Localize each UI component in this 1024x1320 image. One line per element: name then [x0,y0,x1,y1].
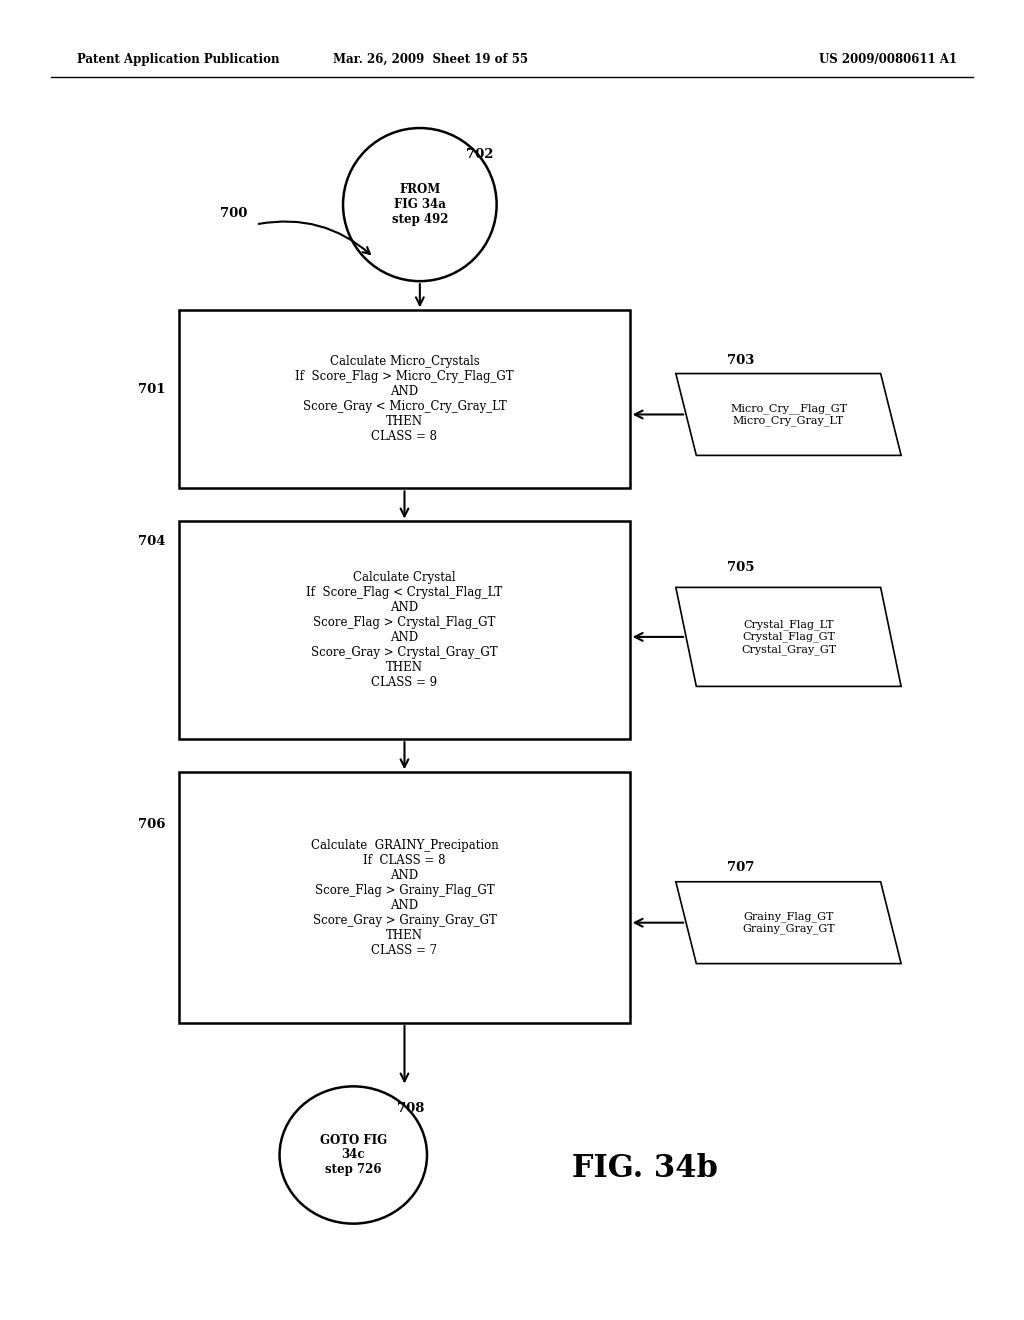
Ellipse shape [343,128,497,281]
Text: 704: 704 [138,535,166,548]
Polygon shape [676,587,901,686]
Ellipse shape [280,1086,427,1224]
Text: Crystal_Flag_LT
Crystal_Flag_GT
Crystal_Gray_GT: Crystal_Flag_LT Crystal_Flag_GT Crystal_… [741,619,836,655]
Text: Patent Application Publication: Patent Application Publication [77,53,280,66]
Text: Calculate Crystal
If  Score_Flag < Crystal_Flag_LT
AND
Score_Flag > Crystal_Flag: Calculate Crystal If Score_Flag < Crysta… [306,572,503,689]
Text: Grainy_Flag_GT
Grainy_Gray_GT: Grainy_Flag_GT Grainy_Gray_GT [742,911,835,935]
Polygon shape [676,374,901,455]
FancyBboxPatch shape [179,521,630,739]
FancyBboxPatch shape [179,310,630,488]
Text: 706: 706 [138,818,166,832]
Text: Mar. 26, 2009  Sheet 19 of 55: Mar. 26, 2009 Sheet 19 of 55 [333,53,527,66]
Polygon shape [676,882,901,964]
Text: 708: 708 [397,1102,425,1115]
Text: 703: 703 [727,354,755,367]
FancyBboxPatch shape [179,772,630,1023]
Text: US 2009/0080611 A1: US 2009/0080611 A1 [819,53,957,66]
Text: 700: 700 [220,207,248,220]
Text: FIG. 34b: FIG. 34b [572,1152,718,1184]
Text: Calculate Micro_Crystals
If  Score_Flag > Micro_Cry_Flag_GT
AND
Score_Gray < Mic: Calculate Micro_Crystals If Score_Flag >… [295,355,514,444]
Text: 705: 705 [727,561,755,574]
Text: FROM
FIG 34a
step 492: FROM FIG 34a step 492 [391,183,449,226]
Text: Calculate  GRAINY_Precipation
If  CLASS = 8
AND
Score_Flag > Grainy_Flag_GT
AND
: Calculate GRAINY_Precipation If CLASS = … [310,838,499,957]
Text: Micro_Cry__Flag_GT
Micro_Cry_Gray_LT: Micro_Cry__Flag_GT Micro_Cry_Gray_LT [730,403,847,426]
Text: 707: 707 [727,861,755,874]
Text: GOTO FIG
34c
step 726: GOTO FIG 34c step 726 [319,1134,387,1176]
Text: 701: 701 [138,383,166,396]
Text: 702: 702 [466,148,494,161]
